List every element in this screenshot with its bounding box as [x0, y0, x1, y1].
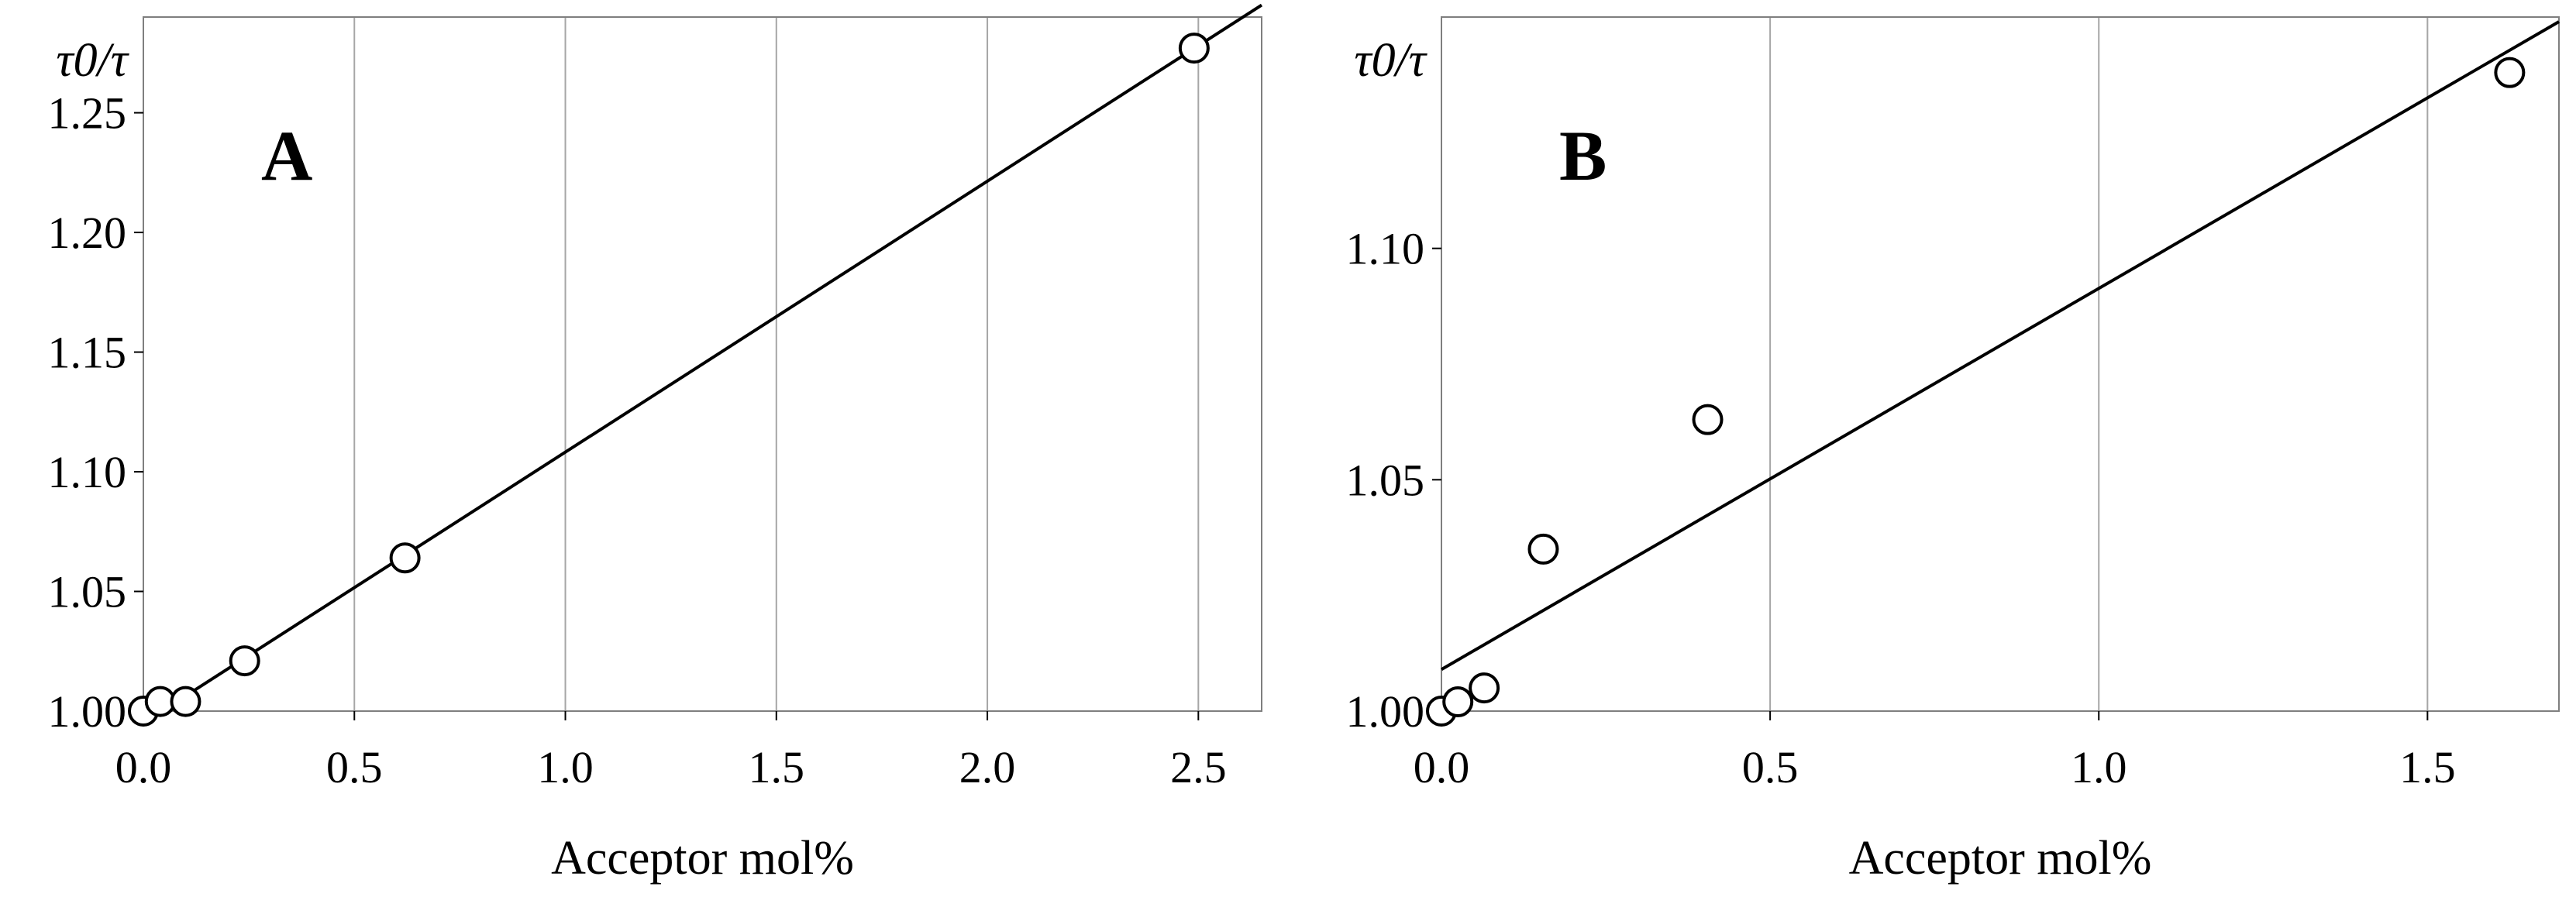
x-tick-label: 1.5: [2399, 742, 2456, 792]
fit-line: [1440, 20, 2561, 671]
panel-label: A: [261, 116, 312, 195]
data-point: [229, 645, 260, 677]
y-tick-label: 1.25: [48, 88, 127, 139]
y-tick-label: 1.10: [1346, 224, 1425, 274]
data-point: [1527, 533, 1559, 565]
x-tick-label: 2.0: [959, 742, 1016, 792]
y-tick-label: 1.20: [48, 208, 127, 258]
data-point: [1469, 672, 1500, 704]
x-tick-label: 0.0: [1414, 742, 1470, 792]
x-tick-label: 1.0: [2071, 742, 2127, 792]
panel-a: 1.00 1.05 1.10 1.15 1.20 1.25 0.0 0.5 1.0 1.5 2.0 2…: [48, 3, 1263, 885]
x-tick-label: 1.5: [749, 742, 805, 792]
plot-frame: [1441, 16, 2560, 712]
x-tick-label: 0.5: [326, 742, 383, 792]
x-tick-label: 2.5: [1170, 742, 1227, 792]
y-tick-label: 1.10: [48, 447, 127, 497]
y-axis-label: τ0/τ: [1354, 34, 1427, 87]
data-point: [144, 686, 176, 717]
data-point: [1178, 33, 1210, 64]
y-tick-label: 1.05: [48, 567, 127, 617]
data-point: [2494, 57, 2526, 88]
data-point: [389, 542, 421, 574]
y-tick-label: 1.00: [1346, 686, 1425, 737]
x-axis-label: Acceptor mol%: [551, 832, 854, 885]
y-tick-label: 1.05: [1346, 455, 1425, 505]
data-point: [1692, 404, 1724, 435]
y-tick-label: 1.15: [48, 328, 127, 378]
data-point: [170, 686, 201, 717]
panel-label: B: [1559, 116, 1607, 195]
data-point: [1442, 686, 1474, 718]
x-tick-label: 1.0: [537, 742, 594, 792]
x-axis-label: Acceptor mol%: [1849, 832, 2152, 885]
panel-b: 1.00 1.05 1.10 0.0 0.5 1.0 1.5 Acceptor mol% τ0/…: [1346, 16, 2561, 885]
y-tick-label: 1.00: [48, 686, 127, 737]
plot-frame: [143, 16, 1262, 712]
fit-line: [142, 3, 1263, 725]
y-axis-label: τ0/τ: [56, 34, 129, 87]
x-tick-label: 0.0: [115, 742, 172, 792]
x-tick-label: 0.5: [1742, 742, 1799, 792]
